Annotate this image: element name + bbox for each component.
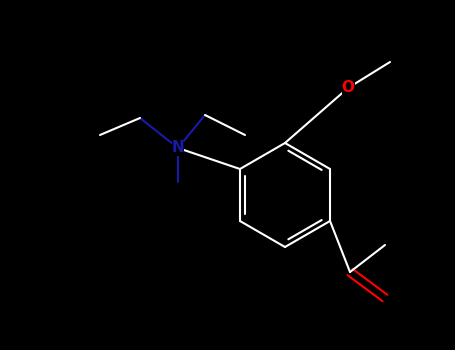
Text: N: N: [172, 140, 184, 155]
Text: O: O: [342, 80, 354, 96]
